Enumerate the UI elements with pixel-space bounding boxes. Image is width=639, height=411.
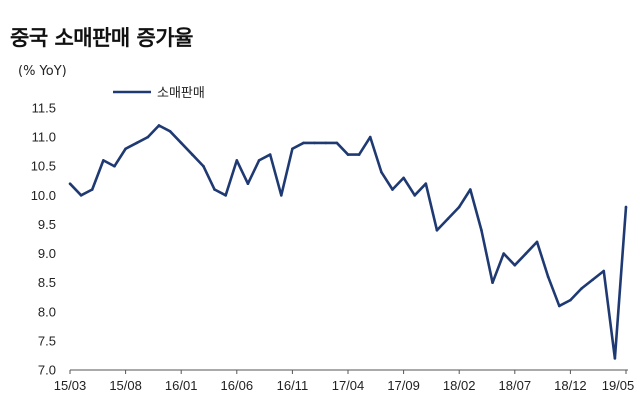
data-point: [313, 141, 316, 145]
y-tick-label: 9.0: [38, 246, 56, 261]
y-axis-ticks: 7.0 7.5 8.0 8.5 9.0 9.5 10.0 10.5 11.0 11.5: [31, 101, 56, 378]
data-point: [246, 182, 250, 185]
data-point: [546, 275, 550, 279]
data-point: [291, 147, 294, 151]
data-point: [235, 159, 239, 162]
x-tick-label: 15/03: [54, 378, 87, 393]
legend-label: 소매판매: [157, 86, 205, 101]
data-point: [524, 252, 528, 255]
data-point: [602, 269, 606, 273]
data-point: [213, 188, 216, 191]
data-point: [113, 164, 116, 168]
x-tick-label: 19/05: [602, 378, 635, 393]
series-points: [68, 124, 628, 360]
data-point: [624, 205, 628, 209]
series-line-retail-sales: [69, 124, 628, 360]
data-point: [491, 281, 494, 284]
data-point: [502, 252, 505, 255]
data-point: [335, 141, 339, 145]
data-point: [368, 135, 372, 139]
x-tick-label: 15/08: [109, 378, 142, 393]
data-point: [557, 304, 561, 308]
x-tick-label: 18/02: [443, 378, 476, 393]
data-point: [391, 188, 394, 191]
x-tick-label: 16/11: [277, 378, 309, 393]
data-point: [202, 164, 205, 168]
y-tick-label: 7.0: [38, 363, 56, 378]
y-tick-label: 10.0: [31, 188, 56, 203]
data-point: [469, 188, 472, 191]
data-point: [68, 182, 72, 185]
data-point: [380, 170, 383, 174]
x-tick-label: 17/09: [387, 378, 420, 393]
data-point: [224, 194, 227, 197]
data-point: [191, 153, 194, 156]
data-point: [346, 153, 350, 156]
data-point: [90, 188, 94, 191]
data-point: [302, 141, 305, 145]
data-point: [513, 263, 517, 267]
data-point: [268, 153, 272, 156]
data-point: [357, 153, 361, 156]
y-unit-label: (% YoY): [18, 64, 67, 79]
data-point: [591, 278, 594, 282]
x-axis-ticks: 15/03 15/08 16/01 16/06 16/11 17/04 17/09 18/02…: [54, 370, 635, 393]
y-tick-label: 11.5: [32, 101, 56, 116]
data-point: [179, 141, 183, 145]
chart-title: 중국 소매판매 증가율: [10, 26, 194, 50]
x-tick-label: 18/12: [554, 378, 587, 393]
x-tick-label: 17/04: [332, 378, 365, 393]
x-tick-label: 16/06: [221, 378, 254, 393]
y-tick-label: 8.0: [38, 304, 56, 319]
y-tick-label: 10.5: [31, 159, 56, 174]
data-point: [79, 194, 83, 197]
data-point: [535, 240, 539, 244]
data-point: [157, 124, 161, 127]
data-point: [102, 159, 105, 162]
data-point: [480, 228, 483, 232]
data-point: [446, 217, 450, 220]
data-point: [279, 194, 283, 197]
data-point: [435, 228, 439, 232]
legend: 소매판매: [113, 86, 205, 101]
data-point: [135, 141, 139, 145]
y-tick-label: 9.5: [38, 217, 56, 232]
y-tick-label: 7.5: [38, 333, 56, 348]
data-point: [613, 357, 617, 360]
data-point: [146, 135, 150, 139]
x-tick-label: 18/07: [499, 378, 532, 393]
data-point: [402, 176, 405, 180]
data-point: [569, 298, 572, 302]
y-tick-label: 8.5: [38, 275, 56, 290]
data-point: [424, 182, 428, 185]
data-point: [580, 287, 583, 290]
data-point: [324, 141, 328, 145]
data-point: [413, 194, 417, 197]
data-point: [124, 147, 127, 151]
y-tick-label: 11.0: [32, 130, 56, 145]
data-point: [457, 205, 461, 209]
x-tick-label: 16/01: [165, 378, 198, 393]
data-point: [168, 129, 172, 133]
data-point: [257, 159, 261, 162]
